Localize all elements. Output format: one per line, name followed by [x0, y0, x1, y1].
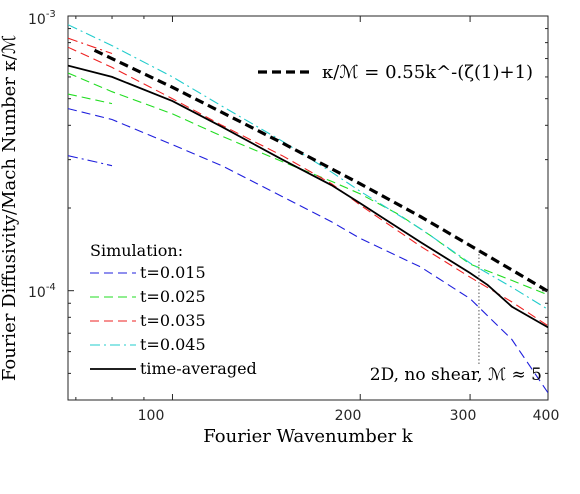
fit-legend-label: κ/ℳ = 0.55k^-(ζ(1)+1): [322, 62, 533, 83]
series-line-5: [68, 37, 113, 55]
x-tick-label-400: 400: [533, 408, 560, 424]
y-tick-exp: -4: [46, 282, 56, 293]
x-tick-label-300: 300: [450, 408, 477, 424]
legend-label-2: t=0.035: [140, 311, 206, 330]
series-layer: [68, 24, 548, 394]
series-line-4: [68, 46, 548, 327]
annotation: 2D, no shear, ℳ ≈ 5: [370, 365, 542, 385]
y-tick-base: 10: [28, 12, 46, 28]
x-axis-title: Fourier Wavenumber k: [203, 426, 414, 447]
tick-layer: [68, 15, 549, 401]
series-line-3: [68, 93, 113, 105]
y-tick-label-1e-4: 10-4: [28, 282, 56, 301]
y-tick-exp: -3: [46, 9, 56, 20]
plot-area: [67, 15, 549, 401]
legend-label-1: t=0.025: [140, 287, 206, 306]
y-axis-title: Fourier Diffusivity/Mach Number κ/ℳ: [0, 35, 20, 381]
legend-label-3: t=0.045: [140, 335, 206, 354]
legend-title: Simulation:: [90, 241, 183, 260]
y-tick-base: 10: [28, 285, 46, 301]
legend: Simulation: t=0.015 t=0.025 t=0.035 t=0.045…: [90, 241, 257, 378]
y-tick-label-1e-3: 10-3: [28, 9, 56, 28]
series-line-0: [68, 108, 548, 394]
series-line-6: [68, 24, 548, 310]
series-line-1: [68, 155, 113, 167]
legend-label-4: time-averaged: [140, 359, 257, 378]
x-tick-label-100: 100: [138, 408, 165, 424]
series-line-7: [68, 64, 548, 329]
series-line-8: [93, 48, 548, 293]
x-tick-label-200: 200: [335, 408, 362, 424]
legend-label-0: t=0.015: [140, 263, 206, 282]
